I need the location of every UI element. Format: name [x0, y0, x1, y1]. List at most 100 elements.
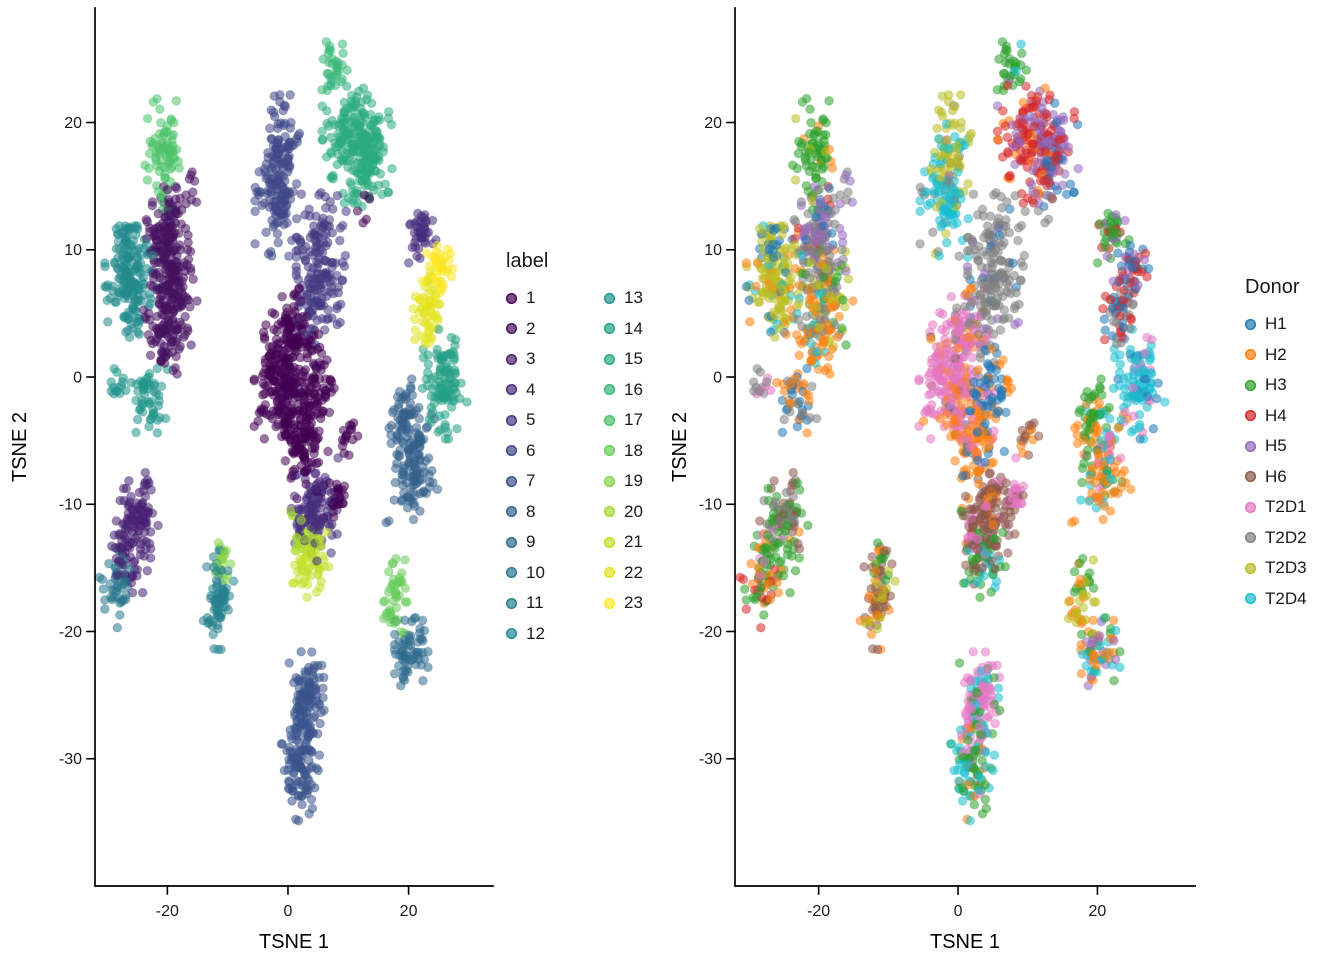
legend-entry-label: 23 — [624, 593, 643, 613]
legend-swatch-icon — [1245, 440, 1256, 452]
legend-swatch-icon — [1245, 471, 1256, 483]
legend-entry-label: 4 — [526, 379, 536, 399]
legend-item-10: 10 — [506, 558, 558, 589]
legend-donor: Donor H1 H2 H3 H4 H5 H6 T2D1 T2D2 T2D3 T2D4 — [1245, 276, 1343, 614]
legend-entries: 1 2 3 4 5 6 7 8 9 10 11 12 13 14 15 16 17 18 19 20 21 22 23 — [506, 283, 656, 649]
legend-item-5: 5 — [506, 405, 558, 436]
legend-entries: H1 H2 H3 H4 H5 H6 T2D1 T2D2 T2D3 T2D4 — [1245, 309, 1343, 614]
legend-item-2: 2 — [506, 314, 558, 345]
legend-swatch-icon — [506, 506, 517, 518]
legend-swatch-icon — [1245, 410, 1256, 422]
legend-title: Donor — [1245, 276, 1300, 298]
legend-item-22: 22 — [604, 558, 656, 589]
legend-item-3: 3 — [506, 344, 558, 375]
legend-swatch-icon — [1245, 379, 1256, 391]
legend-entry-label: 14 — [624, 318, 643, 338]
legend-item-21: 21 — [604, 527, 656, 558]
legend-item-18: 18 — [604, 436, 656, 467]
legend-entry-label: 7 — [526, 471, 536, 491]
legend-item-12: 12 — [506, 619, 558, 650]
legend-entry-label: H3 — [1265, 375, 1287, 395]
legend-entry-label: 17 — [624, 410, 643, 430]
legend-item-h1: H1 — [1245, 309, 1343, 340]
legend-entry-label: H6 — [1265, 466, 1287, 486]
legend-title: label — [506, 250, 549, 272]
legend-entry-label: H5 — [1265, 436, 1287, 456]
legend-swatch-icon — [604, 292, 615, 304]
legend-swatch-icon — [604, 323, 615, 335]
panel-by-label: label 1 2 3 4 5 6 7 8 9 10 11 12 13 14 15 16 17 18 19 20 21 2… — [0, 0, 660, 960]
legend-entry-label: 15 — [624, 349, 643, 369]
legend-label: label 1 2 3 4 5 6 7 8 9 10 11 12 13 14 15 16 17 18 19 20 21 2… — [506, 250, 656, 649]
legend-swatch-icon — [506, 323, 517, 335]
legend-item-6: 6 — [506, 436, 558, 467]
legend-swatch-icon — [604, 597, 615, 609]
legend-item-t2d2: T2D2 — [1245, 523, 1343, 554]
legend-swatch-icon — [1245, 501, 1256, 513]
legend-swatch-icon — [1245, 593, 1256, 605]
legend-item-14: 14 — [604, 314, 656, 345]
legend-swatch-icon — [1245, 318, 1256, 330]
legend-entry-label: T2D2 — [1265, 527, 1307, 547]
panel-by-donor: Donor H1 H2 H3 H4 H5 H6 T2D1 T2D2 T2D3 T2D4 — [660, 0, 1344, 960]
legend-item-t2d1: T2D1 — [1245, 492, 1343, 523]
legend-swatch-icon — [506, 475, 517, 487]
legend-swatch-icon — [506, 628, 517, 640]
legend-item-7: 7 — [506, 466, 558, 497]
legend-item-h5: H5 — [1245, 431, 1343, 462]
legend-swatch-icon — [604, 506, 615, 518]
legend-entry-label: T2D3 — [1265, 558, 1307, 578]
legend-item-19: 19 — [604, 466, 656, 497]
legend-swatch-icon — [1245, 532, 1256, 544]
legend-entry-label: 2 — [526, 318, 536, 338]
legend-entry-label: 16 — [624, 379, 643, 399]
legend-swatch-icon — [1245, 349, 1256, 361]
legend-item-1: 1 — [506, 283, 558, 314]
legend-item-20: 20 — [604, 497, 656, 528]
legend-item-9: 9 — [506, 527, 558, 558]
legend-entry-label: 8 — [526, 501, 536, 521]
legend-entry-label: 11 — [526, 593, 544, 613]
legend-swatch-icon — [604, 384, 615, 396]
legend-item-t2d3: T2D3 — [1245, 553, 1343, 584]
legend-item-t2d4: T2D4 — [1245, 584, 1343, 615]
legend-swatch-icon — [604, 445, 615, 457]
legend-swatch-icon — [506, 445, 517, 457]
legend-entry-label: 18 — [624, 440, 643, 460]
legend-swatch-icon — [506, 536, 517, 548]
legend-item-17: 17 — [604, 405, 656, 436]
legend-swatch-icon — [604, 414, 615, 426]
legend-swatch-icon — [506, 597, 517, 609]
legend-item-13: 13 — [604, 283, 656, 314]
legend-item-h2: H2 — [1245, 340, 1343, 371]
legend-item-h3: H3 — [1245, 370, 1343, 401]
legend-item-h4: H4 — [1245, 401, 1343, 432]
legend-entry-label: 20 — [624, 501, 643, 521]
tsne-scatter-by-label — [0, 0, 505, 960]
legend-entry-label: 10 — [526, 562, 545, 582]
legend-item-23: 23 — [604, 588, 656, 619]
legend-entry-label: 19 — [624, 471, 643, 491]
legend-entry-label: 9 — [526, 532, 536, 552]
legend-entry-label: 5 — [526, 410, 536, 430]
legend-swatch-icon — [604, 475, 615, 487]
legend-entry-label: 3 — [526, 349, 536, 369]
legend-entry-label: H4 — [1265, 405, 1287, 425]
tsne-scatter-by-donor — [660, 0, 1218, 960]
legend-swatch-icon — [604, 567, 615, 579]
legend-item-4: 4 — [506, 375, 558, 406]
legend-entry-label: 6 — [526, 440, 536, 460]
legend-swatch-icon — [604, 353, 615, 365]
legend-entry-label: T2D1 — [1265, 497, 1307, 517]
legend-entry-label: T2D4 — [1265, 588, 1307, 608]
legend-swatch-icon — [506, 414, 517, 426]
legend-swatch-icon — [506, 567, 517, 579]
legend-entry-label: 12 — [526, 623, 545, 643]
legend-swatch-icon — [506, 384, 517, 396]
legend-item-15: 15 — [604, 344, 656, 375]
legend-item-8: 8 — [506, 497, 558, 528]
legend-entry-label: 22 — [624, 562, 643, 582]
legend-entry-label: 21 — [624, 532, 643, 552]
legend-item-11: 11 — [506, 588, 558, 619]
